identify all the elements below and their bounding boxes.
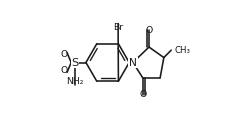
Text: S: S <box>71 58 78 68</box>
Text: CH₃: CH₃ <box>174 46 190 55</box>
Text: NH₂: NH₂ <box>66 76 83 86</box>
Text: O: O <box>60 66 68 75</box>
Text: O: O <box>60 50 68 59</box>
Text: O: O <box>139 90 146 99</box>
Text: Br: Br <box>112 23 123 32</box>
Text: O: O <box>145 26 152 35</box>
Text: N: N <box>128 58 136 68</box>
